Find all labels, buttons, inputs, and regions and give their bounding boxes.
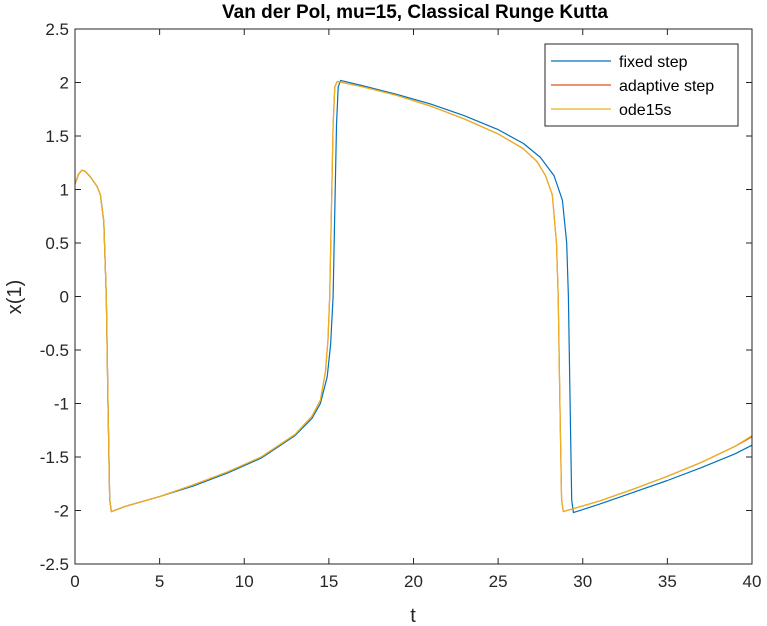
y-axis-label: x(1): [4, 280, 26, 314]
y-tick-label: 0: [60, 288, 69, 307]
y-tick-label: 2: [60, 74, 69, 93]
series-line-ode15s: [74, 80, 753, 513]
x-axis: 0 5 10 15 20 25 30 35 40: [70, 29, 761, 591]
legend-label: fixed step: [619, 54, 688, 71]
x-tick-label: 5: [155, 572, 164, 591]
y-tick-label: -2.5: [40, 555, 69, 574]
legend-label: adaptive step: [619, 78, 714, 95]
x-tick-label: 10: [235, 572, 254, 591]
x-tick-label: 20: [404, 572, 423, 591]
y-tick-label: -1: [54, 395, 69, 414]
x-tick-label: 40: [743, 572, 762, 591]
y-axis: 2.5 2 1.5 1 0.5 0 -0.5 -1 -1.5 -2 -2.5: [40, 20, 752, 574]
series-layer: [74, 79, 753, 514]
x-tick-label: 35: [658, 572, 677, 591]
legend: fixed step adaptive step ode15s: [544, 43, 739, 127]
y-tick-label: 1.5: [45, 127, 69, 146]
y-tick-label: -1.5: [40, 448, 69, 467]
y-tick-label: -0.5: [40, 341, 69, 360]
x-tick-label: 0: [70, 572, 79, 591]
x-tick-label: 15: [319, 572, 338, 591]
x-axis-label: t: [410, 605, 416, 626]
y-tick-label: -2: [54, 502, 69, 521]
y-tick-label: 2.5: [45, 20, 69, 39]
chart-title: Van der Pol, mu=15, Classical Runge Kutt…: [222, 2, 608, 23]
y-tick-label: 1: [60, 181, 69, 200]
legend-label: ode15s: [619, 102, 672, 119]
legend-items: fixed step adaptive step ode15s: [551, 54, 714, 119]
y-tick-label: 0.5: [45, 234, 69, 253]
x-tick-label: 30: [573, 572, 592, 591]
x-tick-label: 25: [489, 572, 508, 591]
